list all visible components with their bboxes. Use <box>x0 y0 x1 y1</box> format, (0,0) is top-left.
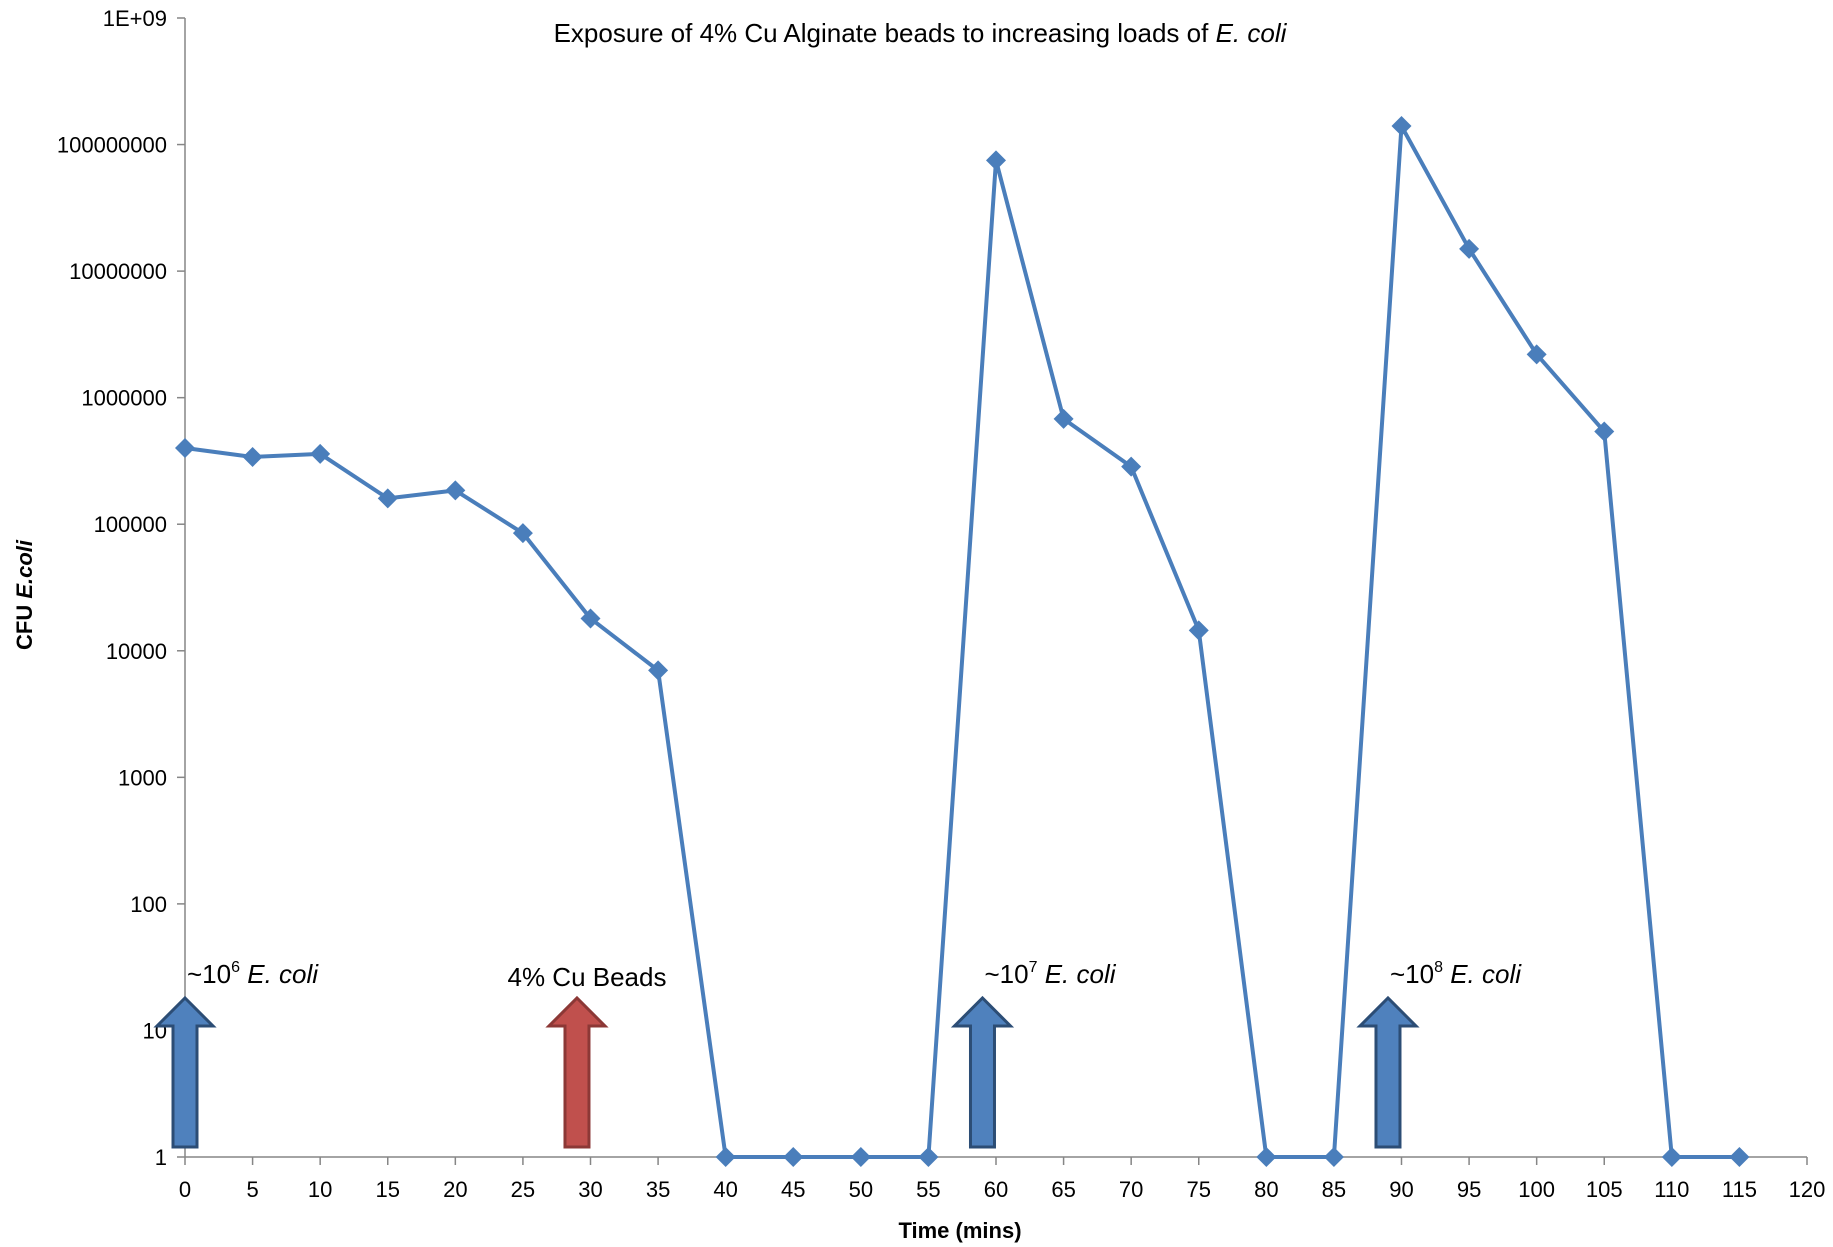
x-tick-label: 120 <box>1789 1177 1826 1202</box>
x-tick-label: 70 <box>1119 1177 1143 1202</box>
x-tick-label: 30 <box>578 1177 602 1202</box>
x-tick-label: 10 <box>308 1177 332 1202</box>
annotations: ~106 E. coli 4% Cu Beads ~107 E. coli ~108 … <box>153 959 1522 1149</box>
y-tick-label: 1E+09 <box>103 6 167 31</box>
x-tick-label: 95 <box>1457 1177 1481 1202</box>
series <box>175 116 1750 1167</box>
data-point <box>1526 344 1547 365</box>
data-point <box>1594 421 1615 442</box>
x-tick-label: 25 <box>511 1177 535 1202</box>
data-point <box>1459 238 1480 259</box>
data-point <box>1188 620 1209 641</box>
y-tick-label: 100000 <box>94 512 167 537</box>
data-point <box>850 1147 871 1167</box>
data-point <box>175 438 195 459</box>
x-tick-label: 20 <box>443 1177 467 1202</box>
x-tick-label: 35 <box>646 1177 670 1202</box>
data-point <box>1323 1147 1344 1167</box>
y-tick-label: 1000000 <box>81 386 167 411</box>
x-tick-label: 15 <box>376 1177 400 1202</box>
annotation-arrow <box>545 995 609 1149</box>
data-point <box>986 150 1006 171</box>
y-tick-label: 100 <box>130 892 167 917</box>
data-point <box>1256 1147 1277 1167</box>
x-tick-label: 0 <box>179 1177 191 1202</box>
x-tick-label: 90 <box>1389 1177 1413 1202</box>
y-tick-label: 10000000 <box>69 259 167 284</box>
annotation-label: 4% Cu Beads <box>507 962 666 992</box>
annotation-label: ~107 E. coli <box>984 959 1116 989</box>
x-tick-label: 75 <box>1187 1177 1211 1202</box>
x-tick-label: 60 <box>984 1177 1008 1202</box>
x-tick-label: 105 <box>1586 1177 1623 1202</box>
x-tick-label: 80 <box>1254 1177 1278 1202</box>
data-point <box>1661 1147 1682 1167</box>
x-axis-title: Time (mins) <box>898 1218 1021 1243</box>
annotation-label: ~108 E. coli <box>1390 959 1522 989</box>
data-point <box>1729 1147 1750 1167</box>
x-tick-label: 50 <box>849 1177 873 1202</box>
annotation-arrow <box>1356 995 1420 1149</box>
x-tick-label: 85 <box>1322 1177 1346 1202</box>
data-point <box>377 488 398 509</box>
y-axis-title: CFU E.coli <box>12 539 37 650</box>
x-tick-label: 100 <box>1518 1177 1555 1202</box>
data-point <box>783 1147 804 1167</box>
data-point <box>242 446 263 467</box>
y-tick-label: 10000 <box>106 639 167 664</box>
annotation-arrow <box>950 995 1015 1149</box>
x-tick-label: 5 <box>246 1177 258 1202</box>
chart-title: Exposure of 4% Cu Alginate beads to incr… <box>554 18 1288 48</box>
data-point <box>715 1147 736 1167</box>
data-point <box>512 523 533 544</box>
data-point <box>1121 456 1142 477</box>
data-point <box>1053 408 1074 429</box>
y-tick-label: 1000 <box>118 765 167 790</box>
annotation-label: ~106 E. coli <box>187 959 319 989</box>
data-point <box>918 1147 939 1167</box>
x-tick-label: 110 <box>1654 1177 1689 1202</box>
x-tick-label: 65 <box>1051 1177 1075 1202</box>
data-point <box>1391 116 1412 137</box>
annotation-arrow <box>153 995 217 1149</box>
data-point <box>648 660 669 681</box>
x-tick-label: 55 <box>916 1177 940 1202</box>
x-tick-label: 40 <box>713 1177 737 1202</box>
data-point <box>580 608 601 629</box>
y-tick-label: 1 <box>155 1145 167 1170</box>
x-tick-label: 115 <box>1722 1177 1757 1202</box>
axes: 1101001000100001000001000000100000001000… <box>57 6 1825 1202</box>
data-point <box>310 443 331 464</box>
x-tick-label: 45 <box>781 1177 805 1202</box>
data-point <box>445 480 466 501</box>
y-tick-label: 100000000 <box>57 133 167 158</box>
series-line <box>184 124 1740 1159</box>
